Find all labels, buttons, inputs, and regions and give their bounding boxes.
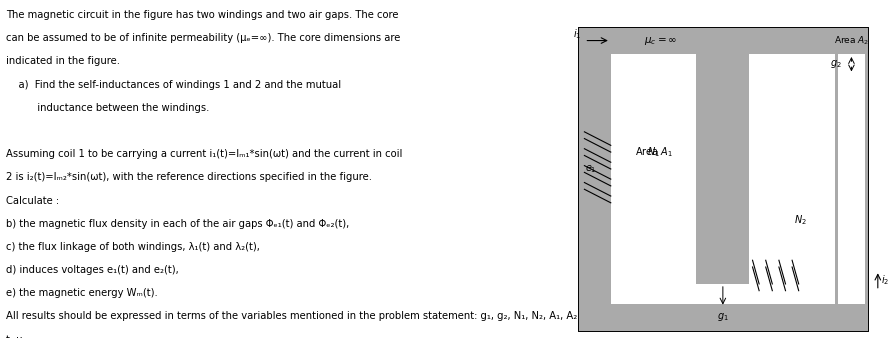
Text: The magnetic circuit in the figure has two windings and two air gaps. The core: The magnetic circuit in the figure has t… <box>5 10 398 20</box>
Bar <box>838 74 864 304</box>
Text: $i_2$: $i_2$ <box>881 274 889 287</box>
Bar <box>578 27 868 331</box>
Text: $e_1$: $e_1$ <box>585 163 597 175</box>
Bar <box>697 284 749 304</box>
Bar <box>838 54 864 74</box>
Text: can be assumed to be of infinite permeability (μₑ=∞). The core dimensions are: can be assumed to be of infinite permeab… <box>5 33 400 43</box>
Text: $N_1$: $N_1$ <box>647 145 660 159</box>
Text: indicated in the figure.: indicated in the figure. <box>5 56 119 67</box>
Bar <box>697 54 749 284</box>
Bar <box>611 54 697 304</box>
Text: $i_1$: $i_1$ <box>573 27 581 41</box>
Text: Calculate :: Calculate : <box>5 196 59 206</box>
Text: t, μ₀.: t, μ₀. <box>5 335 29 338</box>
Bar <box>749 54 835 304</box>
Text: d) induces voltages e₁(t) and e₂(t),: d) induces voltages e₁(t) and e₂(t), <box>5 265 178 275</box>
Bar <box>611 54 703 304</box>
Text: c) the flux linkage of both windings, λ₁(t) and λ₂(t),: c) the flux linkage of both windings, λ₁… <box>5 242 259 252</box>
Text: Area $A_2$: Area $A_2$ <box>834 34 869 47</box>
Text: Assuming coil 1 to be carrying a current i₁(t)=Iₘ₁*sin(ωt) and the current in co: Assuming coil 1 to be carrying a current… <box>5 149 402 159</box>
Text: b) the magnetic flux density in each of the air gaps Φₑ₁(t) and Φₑ₂(t),: b) the magnetic flux density in each of … <box>5 219 349 229</box>
Text: $N_2$: $N_2$ <box>794 213 807 226</box>
Text: $g_1$: $g_1$ <box>717 311 729 323</box>
Text: 2 is i₂(t)=Iₘ₂*sin(ωt), with the reference directions specified in the figure.: 2 is i₂(t)=Iₘ₂*sin(ωt), with the referen… <box>5 172 372 183</box>
Text: $g_2$: $g_2$ <box>830 58 842 70</box>
Text: Area $A_1$: Area $A_1$ <box>634 145 673 159</box>
Text: inductance between the windings.: inductance between the windings. <box>5 103 209 113</box>
Text: e) the magnetic energy Wₘ(t).: e) the magnetic energy Wₘ(t). <box>5 288 158 298</box>
Text: All results should be expressed in terms of the variables mentioned in the probl: All results should be expressed in terms… <box>5 311 634 321</box>
Text: a)  Find the self-inductances of windings 1 and 2 and the mutual: a) Find the self-inductances of windings… <box>5 80 340 90</box>
Text: $\mu_c=\infty$: $\mu_c=\infty$ <box>644 34 677 47</box>
Bar <box>578 27 868 331</box>
